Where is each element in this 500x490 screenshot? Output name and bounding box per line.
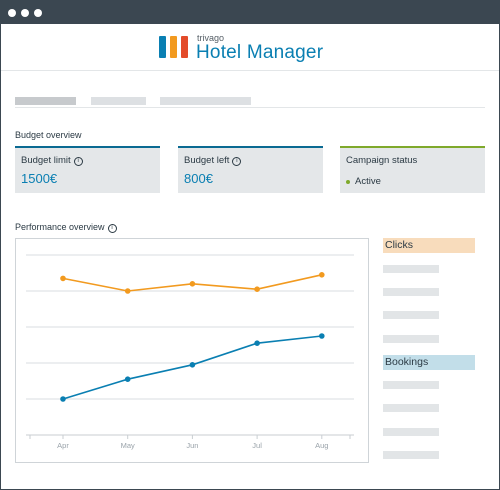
x-tick-label: Aug [315,441,328,450]
window-control-dot-icon[interactable] [8,9,16,17]
status-dot-icon [346,180,350,184]
data-point-bookings [189,362,196,368]
data-point-bookings [60,396,66,402]
budget-left-title: Budget left i [184,155,242,166]
data-point-clicks [124,288,131,294]
app-header: trivago Hotel Manager [1,24,499,71]
campaign-status-label: Campaign status [346,155,418,166]
x-tick-label: Jun [186,441,198,450]
budget-left-value: 800€ [184,171,213,186]
data-point-clicks [254,286,260,292]
legend-placeholder [383,311,439,319]
budget-limit-title: Budget limit i [21,155,83,166]
info-icon[interactable]: i [73,157,83,166]
legend-bookings[interactable]: Bookings [383,355,475,370]
data-point-bookings [124,376,131,382]
budget-overview-heading: Budget overview [15,130,82,140]
window-control-dot-icon[interactable] [34,9,42,17]
performance-overview-label: Performance overview [15,222,105,232]
legend-placeholder [383,288,439,296]
legend-placeholder [383,428,439,436]
brand-name: trivago [197,33,225,43]
legend-placeholder [383,381,439,389]
window-control-dot-icon[interactable] [21,9,29,17]
info-icon[interactable]: i [107,224,117,233]
info-icon[interactable]: i [232,157,242,166]
x-tick-label: Jul [252,441,262,450]
tab-divider [15,107,485,108]
x-tick-label: May [121,441,135,450]
tab-placeholder-3[interactable] [160,97,251,105]
legend-placeholder [383,265,439,273]
data-point-clicks [60,275,66,282]
trivago-logo-icon [159,36,189,58]
legend-placeholder [383,335,439,343]
tab-placeholder-1[interactable] [15,97,76,105]
legend-placeholder [383,451,439,459]
x-tick-label: Apr [57,441,69,450]
campaign-status-value: Active [355,176,381,187]
data-point-clicks [189,281,196,287]
app-title: Hotel Manager [196,42,324,63]
budget-limit-label: Budget limit [21,155,71,166]
performance-chart-svg: Apr May Jun Jul Aug [26,254,354,450]
budget-limit-card: Budget limit i 1500€ [15,146,160,193]
budget-left-label: Budget left [184,155,230,166]
legend-clicks[interactable]: Clicks [383,238,475,253]
budget-left-card: Budget left i 800€ [178,146,323,193]
data-point-bookings [254,340,260,346]
campaign-status-card: Campaign status Active [340,146,485,193]
tab-placeholder-2[interactable] [91,97,146,105]
budget-limit-value: 1500€ [21,171,58,186]
performance-overview-heading: Performance overview i [15,222,117,233]
data-point-bookings [319,333,325,339]
window-titlebar [1,1,499,24]
data-point-clicks [319,272,325,278]
performance-chart: Apr May Jun Jul Aug [15,238,369,463]
legend-placeholder [383,404,439,412]
